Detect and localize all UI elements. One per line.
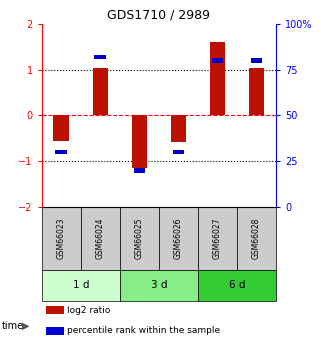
Bar (94, 55, 106, 59)
Text: 1 d: 1 d (73, 280, 89, 290)
Text: GSM66026: GSM66026 (174, 217, 183, 259)
Bar (159, 207, 198, 269)
Bar (53, 116, 69, 141)
Text: GSM66028: GSM66028 (252, 217, 261, 259)
Bar (173, 150, 184, 154)
Bar (132, 116, 147, 168)
Text: 3 d: 3 d (151, 280, 167, 290)
Bar (171, 116, 186, 142)
Text: GSM66023: GSM66023 (57, 217, 66, 259)
Bar (134, 168, 145, 172)
Text: percentile rank within the sample: percentile rank within the sample (67, 326, 220, 335)
Text: time: time (2, 321, 24, 331)
Bar (120, 269, 198, 301)
Bar (251, 58, 262, 63)
Bar (47, 306, 65, 314)
Bar (47, 327, 65, 335)
Bar (81, 207, 120, 269)
Text: GSM66024: GSM66024 (96, 217, 105, 259)
Bar (249, 68, 264, 116)
Title: GDS1710 / 2989: GDS1710 / 2989 (108, 9, 210, 22)
Text: GSM66027: GSM66027 (213, 217, 222, 259)
Bar (42, 207, 81, 269)
Bar (198, 207, 237, 269)
Bar (42, 269, 120, 301)
Bar (198, 269, 276, 301)
Bar (210, 41, 225, 116)
Text: ▶: ▶ (22, 321, 29, 331)
Text: log2 ratio: log2 ratio (67, 306, 110, 315)
Bar (212, 58, 223, 63)
Bar (92, 68, 108, 116)
Text: GSM66025: GSM66025 (135, 217, 144, 259)
Bar (237, 207, 276, 269)
Text: 6 d: 6 d (229, 280, 245, 290)
Bar (56, 150, 67, 154)
Bar (120, 207, 159, 269)
